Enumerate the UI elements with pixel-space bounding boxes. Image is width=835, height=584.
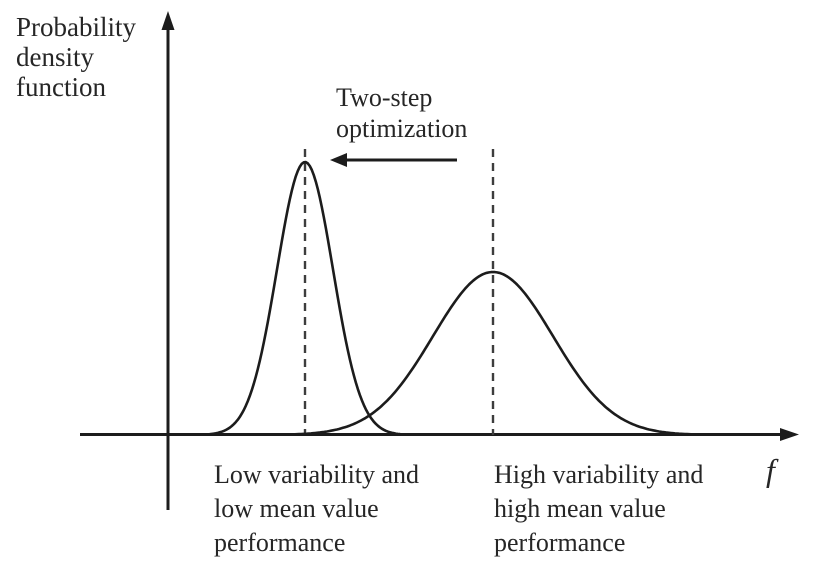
two-step-annotation: Two-step optimization	[336, 83, 468, 143]
y-axis-label: Probability density function	[16, 12, 136, 102]
x-axis-arrowhead-icon	[780, 428, 799, 441]
curve-low	[208, 160, 402, 436]
high-curve-label: High variability and high mean value per…	[494, 460, 704, 557]
optimization-arrow-head-icon	[330, 153, 347, 167]
x-axis-label: f	[766, 452, 775, 488]
curve-high	[287, 270, 699, 436]
y-axis-arrowhead-icon	[161, 11, 175, 30]
low-curve-label: Low variability and low mean value perfo…	[214, 460, 420, 557]
